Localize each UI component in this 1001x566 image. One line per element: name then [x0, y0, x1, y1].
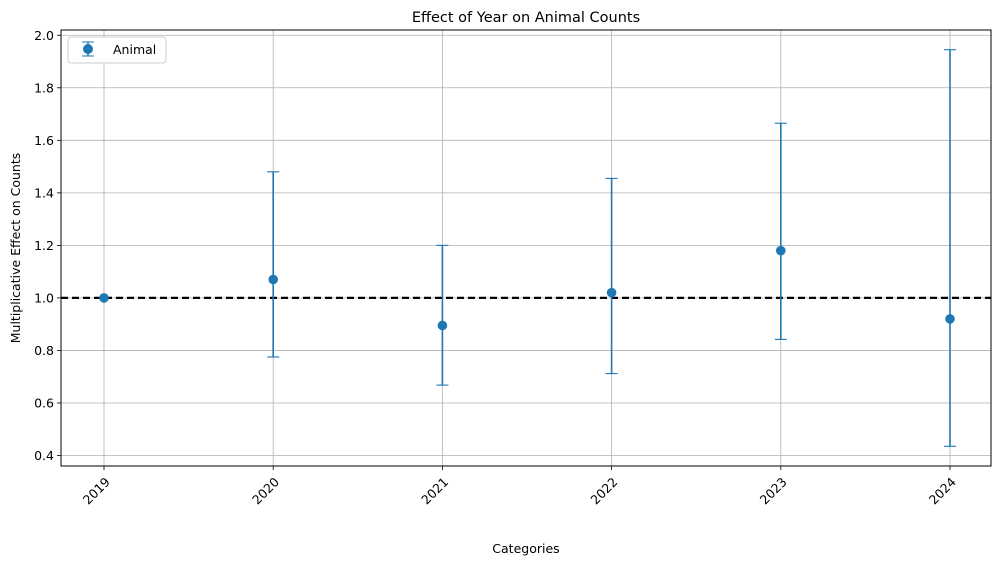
y-tick-label: 1.2	[34, 238, 54, 253]
x-tick-label: 2024	[926, 474, 959, 507]
y-tick-label: 1.0	[34, 290, 54, 305]
data-point	[606, 287, 617, 298]
x-tick-label: 2021	[418, 474, 451, 507]
x-axis-label: Categories	[492, 541, 559, 556]
data-point	[437, 320, 448, 331]
legend-label: Animal	[113, 42, 156, 57]
y-tick-label: 0.8	[34, 343, 54, 358]
plot-frame	[60, 29, 992, 467]
y-axis-label: Multiplicative Effect on Counts	[8, 153, 23, 344]
legend: Animal	[67, 36, 167, 64]
y-tick-label: 1.8	[34, 80, 54, 95]
x-tick-label: 2022	[587, 474, 620, 507]
data-layer	[99, 49, 956, 447]
y-tick-label: 2.0	[34, 28, 54, 43]
y-tick-label: 0.4	[34, 448, 54, 463]
data-point	[99, 293, 109, 303]
y-tick-label: 1.4	[34, 185, 54, 200]
x-tick-label: 2023	[757, 474, 790, 507]
data-point	[776, 245, 786, 256]
data-point	[268, 274, 279, 285]
axes: 2019 2020 2021 2022 2023 2024 0.4 0.6 0.8 1.0 1.2 1…	[34, 28, 959, 508]
y-tick-label: 0.6	[34, 395, 54, 410]
x-tick-label: 2020	[249, 474, 282, 507]
legend-marker-icon	[83, 44, 93, 54]
data-point	[945, 314, 955, 324]
chart-title: Effect of Year on Animal Counts	[412, 10, 640, 26]
grid	[61, 30, 991, 466]
y-tick-label: 1.6	[34, 133, 54, 148]
x-tick-label: 2019	[80, 474, 113, 507]
